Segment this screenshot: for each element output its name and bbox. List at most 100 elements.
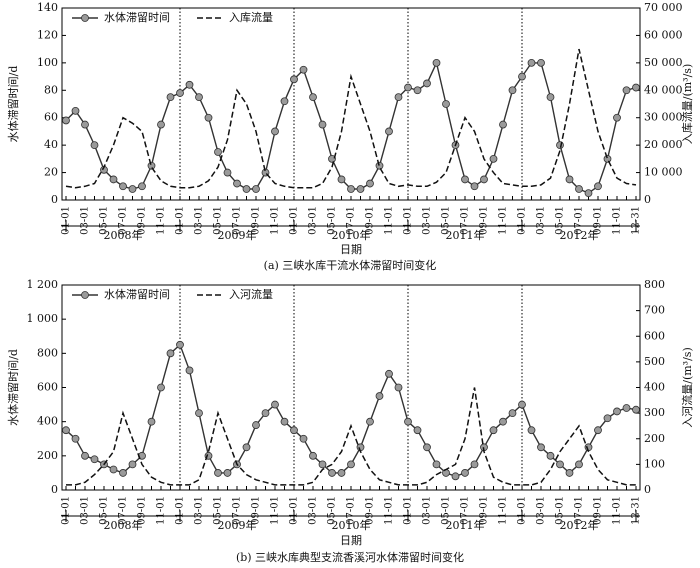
data-point: [157, 383, 165, 392]
x-tick-label: 07-01: [232, 496, 243, 525]
data-point: [90, 141, 99, 150]
x-tick-label: 03-01: [194, 496, 205, 525]
y2-tick-label: 600: [644, 329, 665, 342]
data-point: [394, 383, 403, 392]
data-point: [413, 86, 422, 95]
x-tick-label: 05-01: [327, 206, 338, 235]
data-point: [622, 404, 631, 412]
y2-tick-label: 30 000: [644, 111, 683, 124]
x-axis-label: 日期: [340, 243, 362, 256]
data-point: [470, 182, 479, 191]
data-point: [252, 421, 260, 429]
data-point: [489, 426, 498, 435]
data-point: [451, 472, 460, 481]
data-point: [442, 469, 450, 477]
data-point: [337, 175, 346, 184]
data-point: [233, 179, 241, 188]
x-tick-label: 09-01: [365, 496, 376, 525]
data-point: [347, 185, 355, 193]
data-point: [489, 154, 498, 163]
x-tick-label: 09-01: [365, 206, 376, 235]
data-point: [461, 469, 469, 477]
y-tick-label: 600: [37, 381, 58, 394]
data-point: [432, 460, 441, 469]
x-tick-label: 05-01: [555, 496, 566, 525]
x-tick-label: 11-01: [156, 496, 167, 525]
y-tick-label: 1 000: [27, 312, 59, 325]
y2-axis-label: 入库流量/(m³/s): [680, 64, 694, 144]
data-point: [290, 75, 298, 84]
y-axis-label: 水体滞留时间/d: [6, 66, 20, 143]
data-point: [176, 89, 184, 97]
data-point: [613, 113, 621, 122]
data-point: [223, 168, 232, 177]
data-point: [546, 451, 555, 460]
caption: (b) 三峡水库典型支流香溪河水体滞留时间变化: [236, 550, 464, 564]
x-tick-label: 09-01: [251, 206, 262, 235]
x-tick-label: 05-01: [213, 206, 224, 235]
data-point: [423, 79, 431, 88]
x-tick-label: 03-01: [536, 496, 547, 525]
data-point: [356, 185, 365, 193]
data-point: [537, 58, 545, 67]
y2-tick-label: 100: [644, 457, 665, 470]
data-point: [242, 443, 251, 452]
year-label: 2011年: [446, 518, 485, 532]
y-tick-label: 80: [44, 83, 58, 96]
data-point: [280, 97, 289, 106]
x-tick-label: 11-01: [270, 496, 281, 525]
data-point: [147, 417, 156, 426]
data-point: [223, 469, 232, 477]
data-point: [71, 106, 80, 115]
x-tick-label: 09-01: [251, 496, 262, 525]
x-axis-label: 日期: [340, 534, 362, 547]
x-tick-label: 05-01: [555, 206, 566, 235]
data-point: [594, 426, 602, 435]
data-point: [518, 72, 526, 81]
x-tick-label: 05-01: [99, 206, 110, 235]
x-tick-label: 05-01: [327, 496, 338, 525]
legend-label: 水体滞留时间: [104, 287, 170, 301]
y2-axis-label: 入河流量/(m³/s): [680, 347, 694, 427]
y-tick-label: 20: [44, 166, 58, 179]
data-point: [81, 451, 89, 460]
x-tick-label: 11-01: [612, 206, 623, 235]
data-point: [119, 469, 127, 477]
data-point: [565, 469, 574, 477]
caption: (a) 三峡水库干流水体滞留时间变化: [264, 258, 437, 272]
x-tick-label: 05-01: [441, 206, 452, 235]
data-point: [603, 414, 612, 423]
data-point: [480, 175, 488, 184]
data-point: [499, 120, 507, 129]
x-tick-label: 05-01: [99, 496, 110, 525]
y2-tick-label: 0: [644, 193, 651, 206]
x-tick-label: 07-01: [574, 206, 585, 235]
x-tick-label: 05-01: [441, 496, 452, 525]
x-tick-label: 03-01: [308, 206, 319, 235]
data-point: [508, 86, 517, 95]
x-tick-label: 03-01: [80, 496, 91, 525]
x-tick-label: 07-01: [460, 206, 471, 235]
data-point: [71, 434, 80, 443]
year-label: 2010年: [332, 518, 371, 532]
y-tick-label: 140: [37, 1, 58, 14]
y2-tick-label: 200: [644, 432, 665, 445]
y2-tick-label: 20 000: [644, 138, 683, 151]
data-point: [565, 175, 574, 184]
data-point: [622, 86, 631, 95]
x-tick-label: 05-01: [213, 496, 224, 525]
legend-label: 入库流量: [229, 10, 273, 24]
x-tick-label: 09-01: [593, 206, 604, 235]
data-point: [527, 426, 536, 435]
x-tick-label: 07-01: [346, 496, 357, 525]
data-point: [347, 460, 355, 469]
data-point: [147, 161, 156, 170]
y-axis-label: 水体滞留时间/d: [6, 349, 20, 426]
data-point: [404, 417, 412, 426]
y-tick-label: 800: [37, 346, 58, 359]
data-point: [385, 369, 393, 378]
data-point: [328, 469, 336, 477]
data-point: [556, 460, 564, 469]
y-tick-label: 100: [37, 56, 58, 69]
y2-tick-label: 50 000: [644, 56, 683, 69]
